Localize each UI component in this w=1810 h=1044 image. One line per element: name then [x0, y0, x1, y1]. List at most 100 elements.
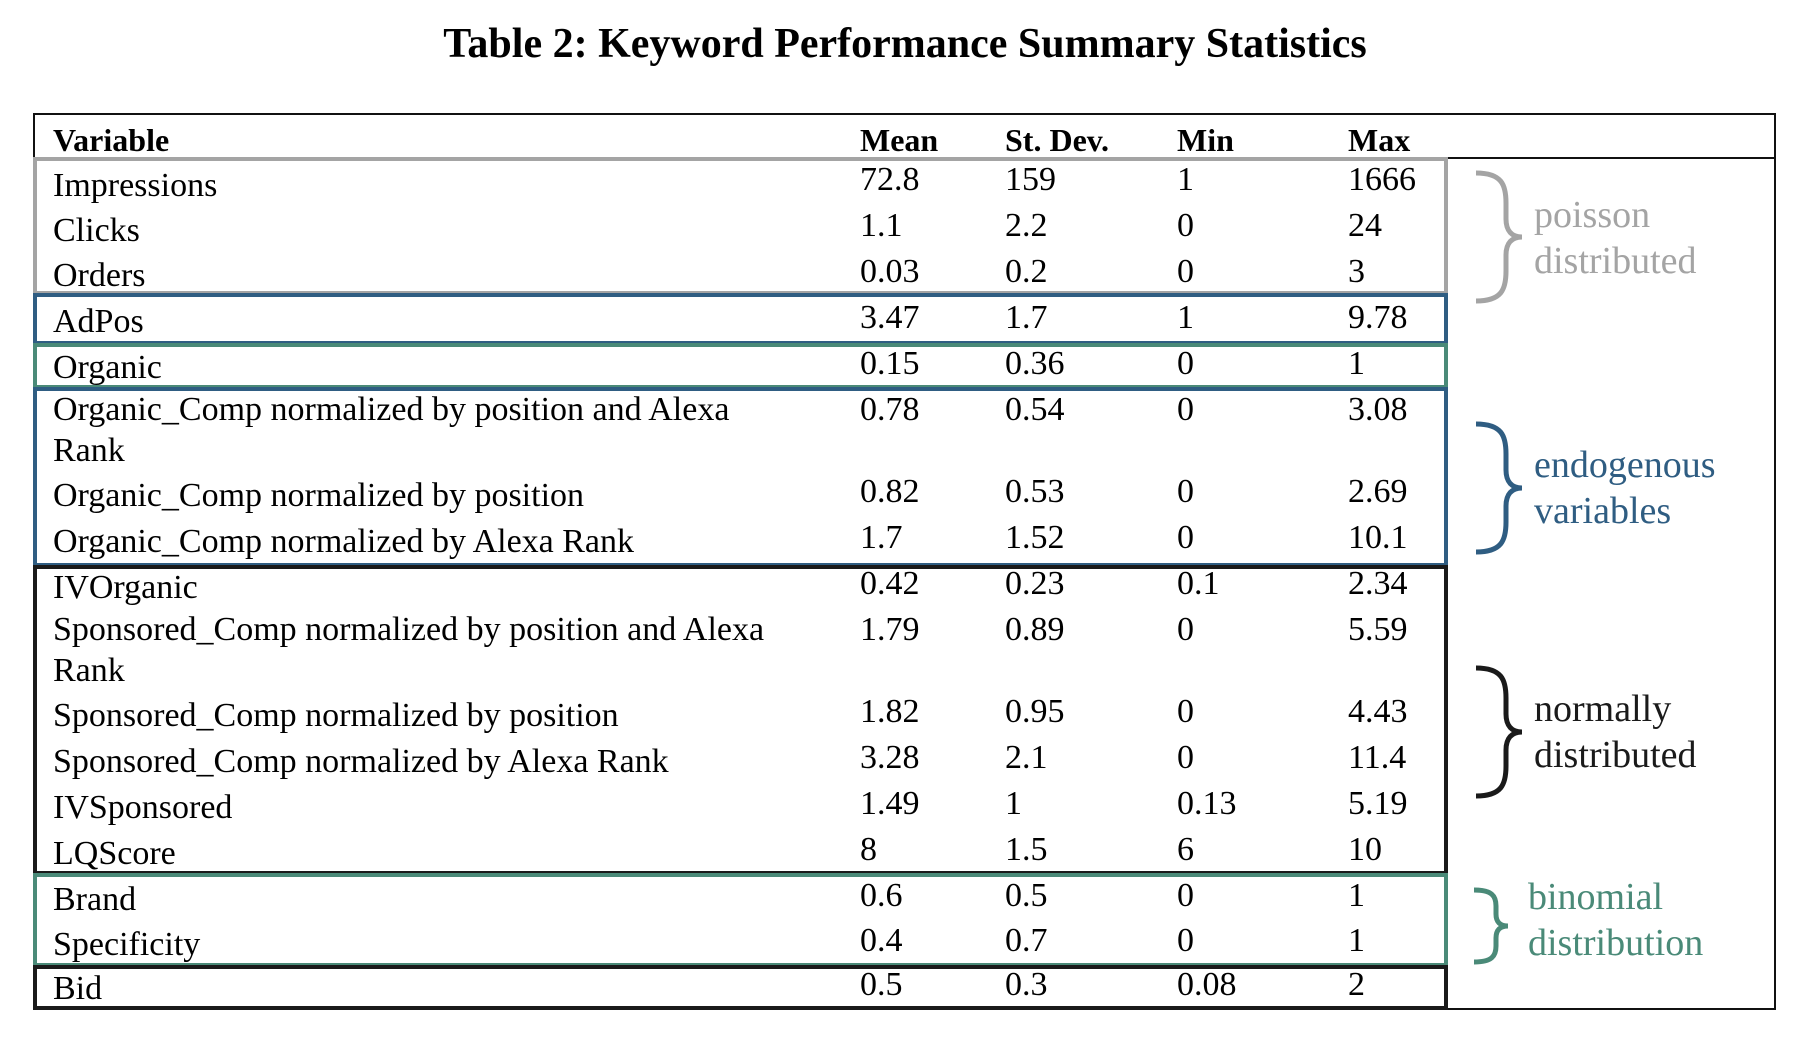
mean-cell: 72.8 [860, 161, 920, 198]
variable-cell: Clicks [53, 212, 140, 249]
group-box-poisson [33, 157, 1448, 295]
max-cell: 1 [1348, 922, 1365, 959]
label-endogenous-line1: endogenous [1534, 444, 1716, 486]
header-max: Max [1348, 122, 1411, 158]
variable-cell: Specificity [53, 926, 201, 963]
min-cell: 0.13 [1177, 785, 1237, 822]
sd-cell: 0.54 [1005, 391, 1065, 428]
variable-cell: Sponsored_Comp normalized by Alexa Rank [53, 743, 669, 780]
max-cell: 1666 [1348, 161, 1416, 198]
max-cell: 1 [1348, 345, 1365, 382]
max-cell: 1 [1348, 877, 1365, 914]
max-cell: 2.34 [1348, 565, 1408, 602]
endogenous-brace-icon [1475, 421, 1523, 555]
variable-cell: LQScore [53, 835, 176, 872]
min-cell: 0.1 [1177, 565, 1220, 602]
min-cell: 0 [1177, 345, 1194, 382]
variable-cell-continuation: Rank [53, 432, 125, 469]
variable-cell: Organic_Comp normalized by position and … [53, 391, 730, 428]
group-box-organic [33, 343, 1448, 389]
max-cell: 10.1 [1348, 519, 1408, 556]
group-box-adpos [33, 293, 1448, 345]
sd-cell: 2.1 [1005, 739, 1048, 776]
header-st-dev: St. Dev. [1005, 122, 1109, 158]
max-cell: 24 [1348, 207, 1382, 244]
min-cell: 0 [1177, 877, 1194, 914]
variable-cell: Organic [53, 349, 162, 386]
max-cell: 11.4 [1348, 739, 1407, 776]
sd-cell: 0.7 [1005, 922, 1048, 959]
sd-cell: 0.3 [1005, 966, 1048, 1003]
variable-cell: Organic_Comp normalized by Alexa Rank [53, 523, 635, 560]
normal-brace-icon [1475, 665, 1523, 799]
sd-cell: 0.23 [1005, 565, 1065, 602]
mean-cell: 3.47 [860, 299, 920, 336]
sd-cell: 0.2 [1005, 253, 1048, 290]
variable-cell: Impressions [53, 167, 218, 204]
min-cell: 0.08 [1177, 966, 1237, 1003]
variable-cell-continuation: Rank [53, 652, 125, 689]
header-variable: Variable [53, 122, 170, 158]
mean-cell: 1.49 [860, 785, 920, 822]
mean-cell: 0.4 [860, 922, 903, 959]
sd-cell: 1.7 [1005, 299, 1048, 336]
max-cell: 4.43 [1348, 693, 1408, 730]
mean-cell: 1.82 [860, 693, 920, 730]
variable-cell: IVSponsored [53, 789, 233, 826]
max-cell: 5.19 [1348, 785, 1408, 822]
header-mean: Mean [860, 122, 939, 158]
binomial-brace-icon [1473, 887, 1509, 965]
mean-cell: 0.6 [860, 877, 903, 914]
min-cell: 0 [1177, 922, 1194, 959]
label-binomial-line2: distribution [1528, 922, 1704, 964]
header-min: Min [1177, 122, 1234, 158]
min-cell: 0 [1177, 207, 1194, 244]
sd-cell: 0.5 [1005, 877, 1048, 914]
max-cell: 3.08 [1348, 391, 1408, 428]
variable-cell: Bid [53, 970, 103, 1007]
min-cell: 0 [1177, 253, 1194, 290]
sd-cell: 1 [1005, 785, 1022, 822]
mean-cell: 0.5 [860, 966, 903, 1003]
sd-cell: 1.5 [1005, 831, 1048, 868]
mean-cell: 1.79 [860, 611, 920, 648]
mean-cell: 1.7 [860, 519, 903, 556]
mean-cell: 1.1 [860, 207, 903, 244]
mean-cell: 0.78 [860, 391, 920, 428]
min-cell: 0 [1177, 519, 1194, 556]
max-cell: 10 [1348, 831, 1382, 868]
label-poisson-line2: distributed [1534, 240, 1697, 282]
max-cell: 9.78 [1348, 299, 1408, 336]
mean-cell: 3.28 [860, 739, 920, 776]
table-title: Table 2: Keyword Performance Summary Sta… [443, 21, 1367, 67]
min-cell: 0 [1177, 693, 1194, 730]
sd-cell: 1.52 [1005, 519, 1065, 556]
label-poisson-line1: poisson [1534, 194, 1651, 236]
group-box-binomial [33, 873, 1448, 967]
sd-cell: 159 [1005, 161, 1056, 198]
min-cell: 1 [1177, 161, 1194, 198]
sd-cell: 2.2 [1005, 207, 1048, 244]
group-box-bid [33, 965, 1448, 1010]
min-cell: 0 [1177, 611, 1194, 648]
label-normal-line1: normally [1534, 688, 1672, 730]
variable-cell: Organic_Comp normalized by position [53, 477, 585, 514]
max-cell: 2 [1348, 966, 1365, 1003]
poisson-brace-icon [1475, 170, 1523, 304]
min-cell: 1 [1177, 299, 1194, 336]
sd-cell: 0.36 [1005, 345, 1065, 382]
mean-cell: 8 [860, 831, 877, 868]
variable-cell: Brand [53, 881, 137, 918]
mean-cell: 0.15 [860, 345, 920, 382]
label-binomial-line1: binomial [1528, 876, 1664, 918]
variable-cell: Sponsored_Comp normalized by position an… [53, 611, 765, 648]
variable-cell: Orders [53, 257, 146, 294]
variable-cell: AdPos [53, 303, 144, 340]
mean-cell: 0.82 [860, 473, 920, 510]
label-normal-line2: distributed [1534, 734, 1697, 776]
min-cell: 6 [1177, 831, 1194, 868]
mean-cell: 0.03 [860, 253, 920, 290]
header-divider [1446, 157, 1776, 159]
mean-cell: 0.42 [860, 565, 920, 602]
sd-cell: 0.89 [1005, 611, 1065, 648]
